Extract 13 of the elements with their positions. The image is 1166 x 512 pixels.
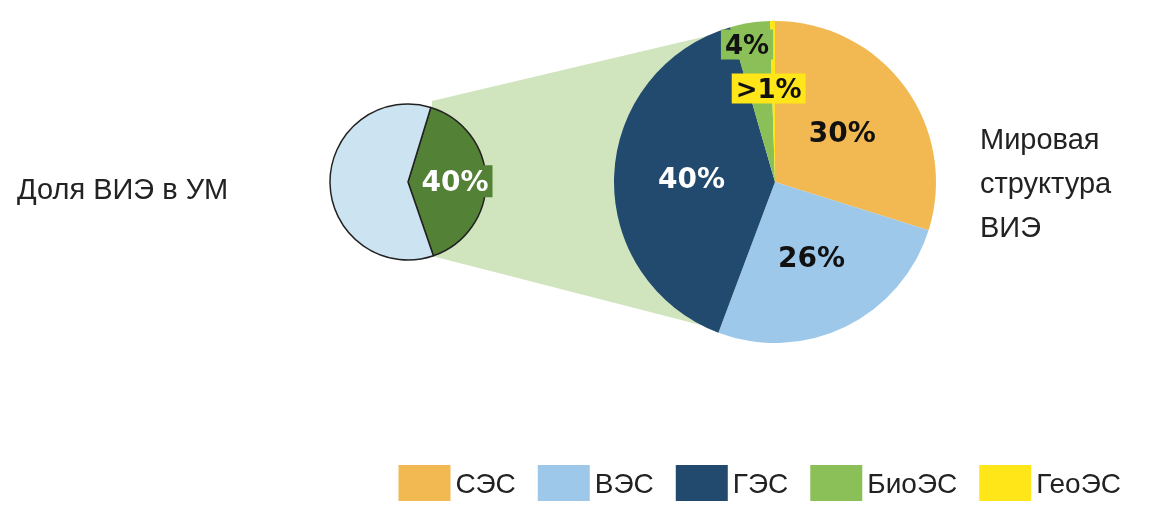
legend-label: ГеоЭС: [1036, 467, 1121, 499]
data-label: >1%: [735, 73, 802, 104]
legend-label: БиоЭС: [867, 467, 958, 499]
data-label: 40%: [421, 164, 489, 198]
data-label: 26%: [778, 240, 846, 274]
data-label: 30%: [808, 116, 876, 150]
legend-label: ГЭС: [732, 467, 789, 499]
text: Доля ВИЭ в УМ: [17, 173, 229, 205]
legend-label: ВЭС: [594, 467, 654, 499]
text: Мировая структура ВИЭ: [980, 123, 1113, 243]
legend-label: СЭС: [455, 467, 516, 499]
data-label: 40%: [658, 162, 726, 196]
data-label: 4%: [724, 29, 770, 60]
